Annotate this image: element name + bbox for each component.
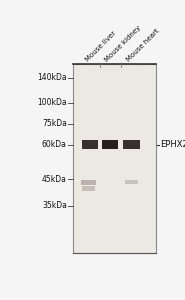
Bar bbox=[125, 140, 140, 149]
Bar bbox=[104, 140, 118, 149]
Bar bbox=[130, 141, 140, 148]
Bar bbox=[83, 64, 146, 253]
Bar bbox=[126, 140, 140, 149]
Bar bbox=[87, 141, 98, 148]
Bar bbox=[88, 141, 98, 148]
Bar bbox=[76, 64, 153, 253]
Bar bbox=[82, 186, 95, 191]
Bar bbox=[85, 64, 144, 253]
Bar bbox=[123, 140, 140, 149]
Text: Mouse heart: Mouse heart bbox=[126, 28, 161, 63]
Bar bbox=[81, 64, 148, 253]
Bar bbox=[108, 141, 118, 148]
Bar bbox=[103, 140, 118, 149]
Bar bbox=[125, 180, 138, 184]
Bar bbox=[81, 180, 95, 185]
Bar bbox=[97, 64, 132, 253]
Bar bbox=[82, 140, 98, 149]
Text: 75kDa: 75kDa bbox=[42, 119, 67, 128]
Bar bbox=[106, 64, 123, 253]
Bar bbox=[95, 64, 134, 253]
Bar bbox=[102, 140, 118, 149]
Bar bbox=[91, 64, 139, 253]
Bar bbox=[105, 140, 118, 149]
Bar bbox=[73, 64, 157, 253]
Bar bbox=[75, 64, 154, 253]
Bar bbox=[105, 64, 124, 253]
Bar bbox=[88, 64, 141, 253]
Bar bbox=[127, 141, 140, 148]
Bar bbox=[82, 64, 147, 253]
Bar bbox=[94, 64, 135, 253]
Bar bbox=[92, 64, 137, 253]
Bar bbox=[84, 140, 98, 149]
Bar bbox=[74, 64, 155, 253]
Text: Mouse liver: Mouse liver bbox=[84, 30, 117, 63]
Bar bbox=[85, 140, 98, 149]
Bar bbox=[123, 140, 140, 149]
Bar bbox=[100, 64, 129, 253]
Bar bbox=[83, 140, 98, 149]
Bar bbox=[124, 140, 140, 149]
Text: 100kDa: 100kDa bbox=[37, 98, 67, 107]
Bar bbox=[80, 64, 149, 253]
Bar bbox=[87, 64, 142, 253]
Bar bbox=[107, 141, 118, 148]
Bar bbox=[89, 64, 140, 253]
Text: Mouse kidney: Mouse kidney bbox=[104, 24, 143, 63]
Bar bbox=[99, 64, 130, 253]
Bar bbox=[109, 141, 118, 148]
Text: 45kDa: 45kDa bbox=[42, 175, 67, 184]
Text: 140kDa: 140kDa bbox=[37, 73, 67, 82]
Bar bbox=[79, 64, 150, 253]
Bar bbox=[86, 64, 143, 253]
Bar bbox=[128, 141, 140, 148]
Bar bbox=[106, 141, 118, 148]
Bar bbox=[104, 64, 125, 253]
Bar bbox=[129, 141, 140, 148]
Bar bbox=[89, 141, 98, 148]
Text: 35kDa: 35kDa bbox=[42, 201, 67, 210]
Bar bbox=[93, 64, 136, 253]
Bar bbox=[86, 141, 98, 148]
Text: 60kDa: 60kDa bbox=[42, 140, 67, 149]
Text: EPHX2: EPHX2 bbox=[160, 140, 185, 149]
Bar bbox=[101, 64, 128, 253]
Bar bbox=[77, 64, 152, 253]
Bar bbox=[98, 64, 131, 253]
Bar bbox=[102, 64, 127, 253]
Bar bbox=[102, 140, 118, 149]
Bar bbox=[73, 64, 157, 253]
Bar bbox=[82, 140, 98, 149]
Bar bbox=[107, 64, 122, 253]
